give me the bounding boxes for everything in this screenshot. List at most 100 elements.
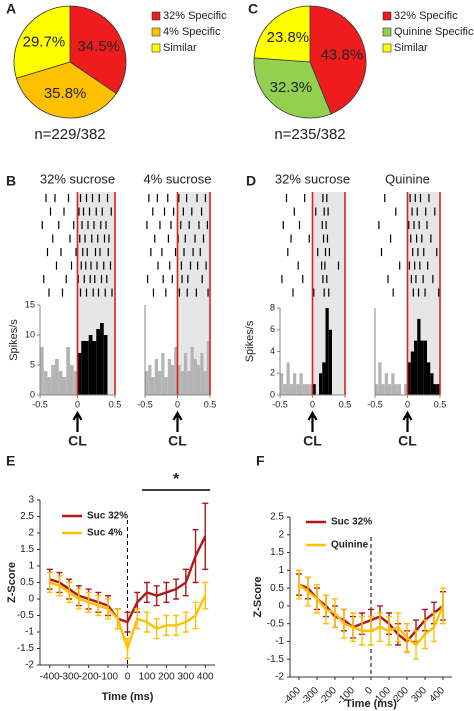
legend-swatch — [382, 11, 392, 21]
histogram-bar — [70, 365, 74, 395]
histogram-bar — [184, 353, 188, 395]
histogram-bar — [158, 371, 162, 395]
x-tick-label: -0.5 — [367, 399, 383, 409]
y-tick-label: -0.5 — [17, 610, 35, 621]
x-tick-label: -200 — [79, 672, 99, 683]
y-tick-label: 0.5 — [20, 577, 34, 588]
x-tick-label: 300 — [409, 685, 429, 705]
y-tick-label: 15 — [25, 299, 35, 309]
y-tick-label: 4 — [270, 346, 275, 356]
pie-slice — [253, 57, 332, 119]
histogram-bar — [296, 384, 300, 395]
histogram-bar — [180, 371, 184, 395]
sample-note: n=229/382 — [34, 126, 105, 143]
histogram-bar — [427, 362, 431, 395]
pie-slice — [69, 5, 127, 95]
histogram-bar — [58, 371, 63, 395]
y-tick-label: 0.5 — [270, 583, 284, 594]
legend-label: 32% Specific — [163, 10, 227, 22]
y-tick-label: 6 — [270, 324, 275, 334]
x-tick-label: 300 — [177, 672, 194, 683]
histogram-bar — [388, 384, 392, 395]
histogram-bar — [171, 365, 175, 395]
y-tick-label: 2.5 — [20, 511, 34, 522]
histogram-bar — [151, 377, 155, 395]
y-tick-label: -1.5 — [17, 643, 35, 654]
histogram-bar — [40, 347, 44, 395]
histogram-bar — [375, 384, 379, 395]
legend-label: Suc 4% — [87, 528, 123, 539]
y-tick-label: -1 — [25, 627, 34, 638]
histogram-bar — [174, 347, 178, 395]
histogram-bar — [306, 384, 310, 395]
x-tick-label: -200 — [317, 685, 339, 707]
histogram-bar — [378, 362, 382, 395]
histogram-bar — [154, 359, 158, 395]
series-line — [298, 583, 445, 647]
y-tick-label: 10 — [25, 329, 35, 339]
histogram-bar — [283, 384, 287, 395]
x-tick-label: 0 — [405, 399, 410, 409]
x-axis-label: Time (ms) — [102, 691, 154, 703]
y-tick-label: -1 — [275, 636, 284, 647]
legend-swatch — [382, 43, 392, 53]
x-tick-label: 0 — [125, 672, 131, 683]
histogram-bar — [190, 347, 194, 395]
histogram-bar — [100, 323, 104, 395]
y-tick-label: 2 — [28, 528, 34, 539]
histogram-bar — [55, 359, 59, 395]
y-tick-label: 2 — [278, 529, 284, 540]
slice-label: 29.7% — [23, 34, 66, 51]
histogram-bar — [381, 384, 385, 395]
error-bar — [202, 502, 209, 570]
x-tick-label: -300 — [299, 685, 321, 707]
histogram-bar — [43, 371, 48, 395]
y-tick-label: 0 — [28, 594, 34, 605]
panel-letter: C — [248, 1, 258, 17]
y-axis-label: Z-Score — [252, 577, 264, 618]
histogram-bar — [96, 329, 100, 395]
histogram-bar — [404, 384, 408, 395]
histogram-bar — [328, 329, 332, 395]
histogram-bar — [384, 373, 388, 395]
histogram-bar — [286, 362, 290, 395]
legend-label: Suc 32% — [87, 511, 128, 522]
histogram-bar — [299, 373, 303, 395]
x-tick-label: -300 — [59, 672, 79, 683]
x-tick-label: -0.5 — [32, 399, 48, 409]
x-tick-label: -100 — [98, 672, 118, 683]
x-tick-label: 0 — [310, 399, 315, 409]
histogram-bar — [289, 384, 293, 395]
histogram-bar — [417, 318, 421, 395]
y-tick-label: 1.5 — [270, 547, 284, 558]
histogram-bar — [200, 353, 204, 395]
histogram-bar — [81, 341, 85, 395]
legend-label: Quinine Specific — [394, 26, 474, 38]
legend-label: Suc 32% — [331, 517, 372, 528]
x-tick-label: 200 — [158, 672, 175, 683]
histogram-bar — [164, 377, 168, 395]
y-tick-label: -2 — [25, 660, 34, 671]
histogram-bar — [51, 365, 55, 395]
y-tick-label: -0.5 — [267, 618, 285, 629]
histogram-bar — [414, 340, 418, 395]
y-tick-label: -1.5 — [267, 654, 285, 665]
histogram-bar — [161, 353, 165, 395]
x-tick-label: -0.5 — [272, 399, 288, 409]
legend-swatch — [151, 27, 161, 37]
legend-label: Similar — [163, 42, 197, 54]
event-label: CL — [303, 433, 322, 449]
histogram-bar — [322, 362, 326, 395]
histogram-bar — [293, 373, 297, 395]
histogram-bar — [88, 335, 93, 395]
event-label: CL — [398, 433, 417, 449]
y-tick-label: 8 — [270, 302, 275, 312]
event-label: CL — [168, 433, 187, 449]
legend-swatch — [151, 43, 161, 53]
histogram-bar — [206, 341, 210, 395]
x-tick-label: 0.5 — [339, 399, 352, 409]
legend-label: Quinine — [331, 540, 369, 551]
histogram-bar — [203, 371, 207, 395]
event-arrow — [72, 410, 83, 432]
histogram-bar — [423, 340, 427, 395]
